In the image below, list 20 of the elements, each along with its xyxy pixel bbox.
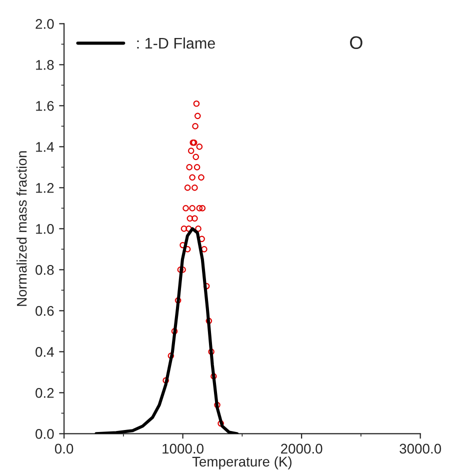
- y-tick-label: 2.0: [36, 19, 54, 29]
- y-tick-label: 0.8: [36, 265, 54, 275]
- y-tick-label: 1.4: [36, 142, 54, 152]
- x-tick-label: 0.0: [54, 444, 74, 454]
- y-axis-title: Normalized mass fraction: [16, 151, 27, 306]
- legend-label: : 1-D Flame: [137, 37, 215, 49]
- y-tick-label: 0.0: [36, 429, 54, 439]
- x-tick-label: 2000.0: [281, 444, 322, 454]
- y-tick-label: 0.4: [36, 347, 54, 357]
- y-tick-label: 1.2: [36, 183, 54, 193]
- y-tick-label: 1.6: [36, 101, 54, 111]
- annotation: O: [350, 36, 362, 50]
- line-series: [94, 227, 239, 434]
- x-tick-label: 3000.0: [400, 444, 442, 454]
- y-tick-label: 1.0: [36, 224, 54, 234]
- y-tick-label: 0.2: [36, 388, 54, 398]
- x-tick-label: 1000.0: [162, 444, 204, 454]
- y-tick-label: 1.8: [36, 60, 54, 70]
- x-axis-title: Temperature (K): [192, 456, 292, 470]
- y-tick-label: 0.6: [36, 306, 54, 316]
